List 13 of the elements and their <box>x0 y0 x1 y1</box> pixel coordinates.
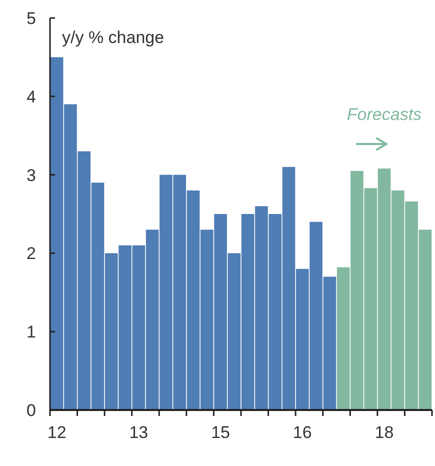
x-tick-label: 16 <box>292 423 312 442</box>
y-tick-label: 3 <box>26 166 36 185</box>
annotation: Forecasts <box>346 105 422 124</box>
y-tick-label: 2 <box>26 244 36 264</box>
y-tick-label: 4 <box>26 87 36 106</box>
x-tick-label: 12 <box>47 423 66 442</box>
x-tick-label: 13 <box>129 423 148 442</box>
x-tick-label: 15 <box>211 423 230 442</box>
y-tick-label: 0 <box>26 400 36 420</box>
y-tick-label: 5 <box>26 8 36 28</box>
y-axis-title: y/y % change <box>62 28 164 47</box>
x-tick-label: 18 <box>374 423 394 442</box>
y-tick-label: 1 <box>26 322 36 342</box>
